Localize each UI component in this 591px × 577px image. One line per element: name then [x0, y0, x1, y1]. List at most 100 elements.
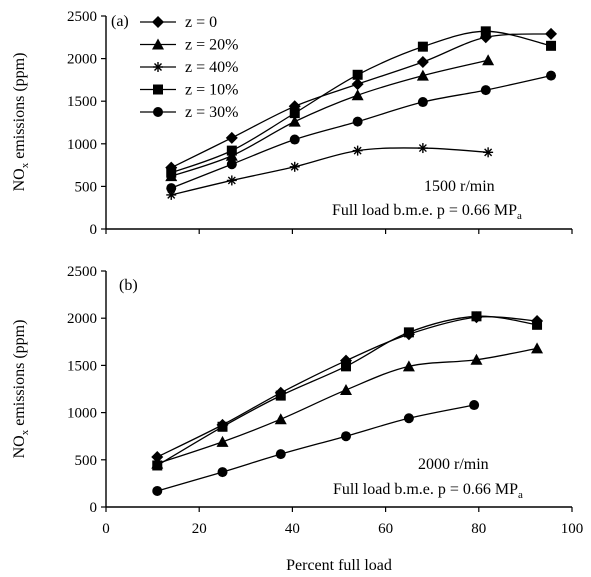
data-point: [352, 116, 363, 127]
data-point: [545, 27, 558, 40]
data-point: [339, 383, 352, 395]
panel-a-y-axis-label: NOx emissions (ppm): [11, 53, 31, 192]
data-point: [351, 78, 364, 91]
legend-label: z = 0: [185, 14, 217, 31]
data-point: [480, 26, 491, 37]
data-point: [275, 449, 286, 460]
data-point: [469, 400, 480, 411]
data-point: [483, 147, 494, 158]
panel-a-chart: 0 500 1000 1500 2000 2500 (a) NOx emissions (…: [11, 9, 573, 238]
x-tick-label: 40: [285, 521, 300, 537]
x-tick-label: 0: [102, 521, 110, 537]
x-tick-label: 60: [378, 521, 393, 537]
data-point: [289, 134, 300, 145]
data-point: [546, 40, 557, 51]
data-point: [289, 161, 300, 172]
panel-b-ylabel-main: NO: [11, 435, 28, 458]
data-point: [226, 159, 237, 170]
legend-marker: [152, 16, 164, 28]
data-point: [351, 89, 364, 101]
panel-a-label: (a): [111, 13, 129, 30]
y-tick-label: 500: [75, 179, 98, 195]
legend-marker: [153, 84, 163, 95]
legend-marker: [153, 62, 163, 72]
y-tick-label: 1000: [67, 137, 97, 153]
panel-b-y-axis-label: NOx emissions (ppm): [11, 320, 31, 459]
data-point: [417, 97, 428, 108]
panel-a-ylabel-rest: emissions (ppm): [11, 53, 28, 163]
panel-b-series: [151, 311, 544, 496]
data-point: [352, 145, 363, 156]
y-tick-label: 2500: [67, 264, 97, 280]
y-tick-label: 1500: [67, 94, 97, 110]
data-point: [352, 69, 363, 80]
data-point: [152, 460, 163, 471]
panel-b-label: (b): [119, 277, 138, 294]
data-point: [416, 56, 429, 69]
panel-b-chart: 0 500 1000 1500 2000 2500 0 20 40 60 80 100 (b) NOx…: [11, 264, 583, 537]
data-point: [166, 183, 177, 194]
data-point: [288, 115, 301, 127]
legend-label: z = 30%: [185, 104, 238, 121]
legend-item: z = 20%: [140, 37, 238, 54]
data-point: [340, 361, 351, 372]
x-tick-label: 80: [471, 521, 486, 537]
legend-item: z = 10%: [140, 82, 238, 99]
data-point: [226, 145, 237, 156]
legend-marker: [153, 107, 163, 117]
panel-b-ticks: 0 500 1000 1500 2000 2500 0 20 40 60 80 100: [67, 264, 583, 537]
panel-a-axes: [105, 16, 572, 230]
panel-a-legend: z = 0 z = 20% z = 40% z = 10% z = 30%: [140, 14, 238, 121]
data-point: [152, 485, 163, 496]
y-tick-label: 500: [75, 453, 98, 469]
data-point: [403, 327, 414, 338]
data-point: [275, 390, 286, 401]
data-point: [403, 413, 414, 424]
data-point: [416, 69, 429, 81]
y-tick-label: 1000: [67, 406, 97, 422]
panel-b-speed-note: 2000 r/min: [418, 456, 489, 473]
panel-a-load-note: Full load b.m.e. p = 0.66 MPa: [332, 202, 522, 222]
series-line: [171, 59, 489, 177]
data-point: [226, 175, 237, 186]
panel-a-load-note-main: Full load b.m.e. p = 0.66 MP: [332, 202, 517, 219]
y-tick-label: 1500: [67, 358, 97, 374]
panel-b-ylabel-rest: emissions (ppm): [11, 320, 28, 430]
data-point: [482, 54, 495, 66]
data-point: [274, 413, 287, 425]
panel-b-ylabel-sub: x: [19, 429, 31, 435]
x-tick-label: 100: [561, 521, 584, 537]
panel-a-ylabel-main: NO: [11, 168, 28, 191]
data-point: [417, 41, 428, 52]
legend-item: z = 0: [140, 14, 217, 31]
legend-label: z = 20%: [185, 37, 238, 54]
data-point: [402, 360, 415, 372]
data-point: [217, 467, 228, 478]
y-tick-label: 2000: [67, 311, 97, 327]
data-point: [532, 319, 543, 330]
data-point: [151, 450, 164, 463]
x-tick-label: 20: [192, 521, 207, 537]
data-point: [225, 131, 238, 144]
y-tick-label: 0: [90, 500, 98, 516]
data-point: [166, 167, 177, 178]
panel-b-load-note-sub: a: [518, 489, 523, 501]
panel-b-axes: [105, 271, 572, 508]
x-axis-title: Percent full load: [286, 557, 392, 574]
data-point: [417, 143, 428, 154]
legend-label: z = 40%: [185, 59, 238, 76]
y-tick-label: 0: [90, 222, 98, 238]
data-point: [217, 421, 228, 432]
data-point: [470, 353, 483, 365]
legend-marker: [152, 38, 164, 50]
panel-a-load-note-sub: a: [517, 210, 522, 222]
data-point: [289, 108, 300, 119]
y-tick-label: 2500: [67, 9, 97, 25]
data-point: [546, 70, 557, 81]
series-line: [157, 404, 475, 492]
data-point: [480, 85, 491, 96]
legend-item: z = 30%: [140, 104, 238, 121]
panel-a-ylabel-sub: x: [19, 162, 31, 168]
legend-item: z = 40%: [140, 59, 238, 76]
